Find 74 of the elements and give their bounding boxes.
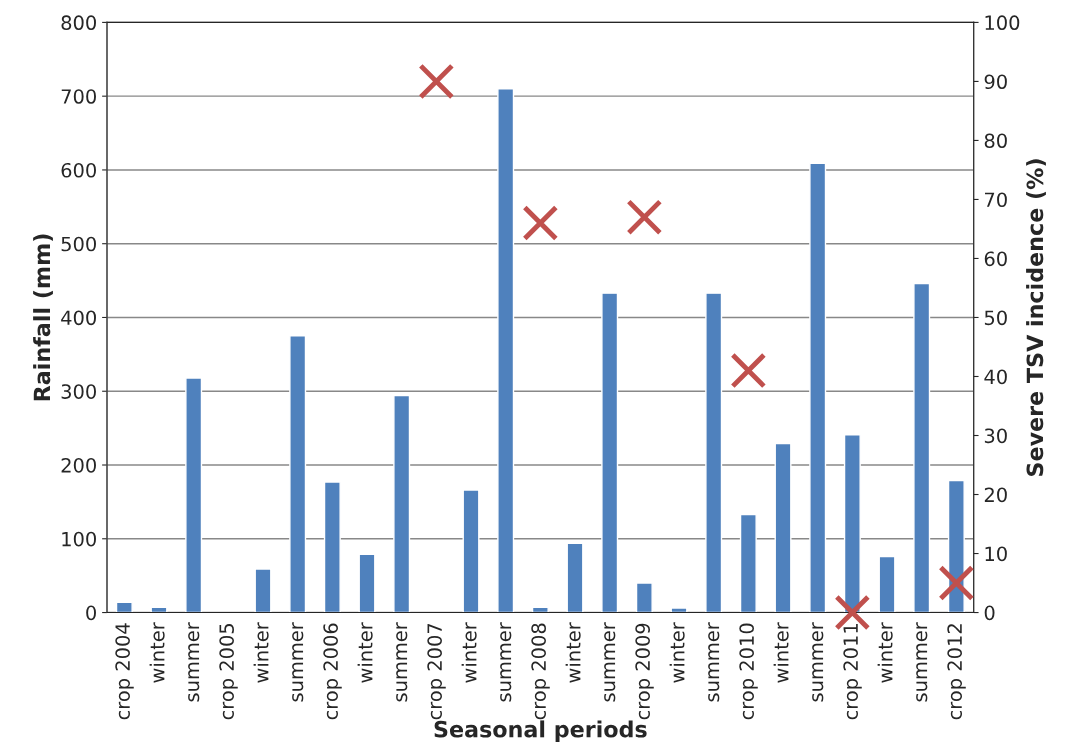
x-tick-label: crop 2006	[323, 623, 342, 720]
y2-tick-label: 40	[984, 369, 1007, 385]
y2-axis-title: Severe TSV incidence (%)	[1026, 159, 1046, 476]
x-tick-label: crop 2010	[739, 623, 758, 720]
x-tick-label: winter	[253, 622, 269, 683]
x-tick-label: winter	[357, 622, 373, 683]
x-tick-label: winter	[565, 622, 581, 683]
bar	[635, 582, 653, 613]
x-tick-label: summer	[604, 622, 616, 702]
x-axis-title: Seasonal periods	[434, 720, 647, 742]
y2-tick-label: 90	[984, 74, 1007, 90]
y-tick-label: 800	[61, 15, 96, 31]
bar	[393, 394, 411, 613]
y2-tick-label: 70	[985, 192, 1007, 208]
bar	[323, 481, 341, 613]
x-tick-label: winter	[149, 622, 165, 683]
bar	[497, 88, 515, 613]
point	[418, 63, 455, 100]
bar	[739, 513, 757, 613]
x-tick-label: crop 2012	[947, 624, 966, 720]
x-tick-label: summer	[916, 622, 928, 702]
bar	[289, 335, 307, 613]
x-tick-label: crop 2008	[531, 623, 550, 720]
bar	[809, 162, 827, 613]
bar	[462, 489, 480, 613]
point	[938, 565, 975, 601]
y2-tick-label: 30	[984, 428, 1007, 444]
y2-tick-label: 0	[984, 605, 995, 621]
bar	[705, 292, 723, 613]
x-tick-label: crop 2007	[427, 623, 446, 720]
y-tick-label: 700	[61, 89, 96, 104]
bar	[947, 479, 965, 613]
x-tick-label: summer	[396, 622, 408, 702]
bar	[843, 434, 861, 613]
x-tick-label: summer	[500, 622, 512, 702]
y-tick-label: 300	[61, 384, 96, 399]
point	[730, 352, 767, 389]
bar	[566, 542, 584, 613]
y-tick-label: 400	[61, 310, 96, 326]
bar	[115, 601, 133, 613]
y2-tick-label: 100	[985, 15, 1020, 31]
y2-tick-label: 80	[984, 133, 1007, 149]
bar	[358, 553, 376, 613]
x-tick-label: crop 2005	[219, 623, 238, 720]
bar	[254, 568, 272, 613]
x-tick-label: winter	[877, 622, 893, 683]
x-tick-label: summer	[292, 622, 304, 702]
y-tick-label: 500	[61, 236, 96, 252]
x-tick-label: winter	[461, 622, 477, 683]
point	[522, 205, 559, 242]
x-tick-label: crop 2004	[115, 623, 134, 720]
x-tick-label: summer	[188, 622, 200, 702]
bar	[774, 442, 792, 613]
x-tick-label: summer	[708, 622, 720, 702]
x-tick-label: winter	[773, 622, 789, 683]
bar	[670, 607, 688, 613]
y-axis-title: Rainfall (mm)	[33, 234, 53, 401]
y-tick-label: 200	[61, 457, 96, 473]
y-tick-label: 0	[86, 605, 96, 621]
y2-tick-label: 60	[984, 251, 1007, 267]
y-tick-label: 100	[62, 531, 96, 547]
bar	[601, 292, 619, 613]
point	[626, 199, 663, 236]
y-tick-label: 600	[61, 162, 96, 178]
x-tick-label: summer	[812, 622, 824, 702]
bar	[878, 555, 896, 613]
y2-tick-label: 50	[984, 310, 1007, 326]
x-tick-label: crop 2009	[635, 623, 654, 720]
bar	[185, 377, 203, 613]
y2-tick-label: 10	[985, 546, 1007, 562]
x-tick-label: winter	[669, 622, 685, 683]
y2-tick-label: 20	[984, 487, 1007, 503]
x-tick-label: crop 2011	[843, 624, 862, 720]
bar	[913, 282, 931, 613]
